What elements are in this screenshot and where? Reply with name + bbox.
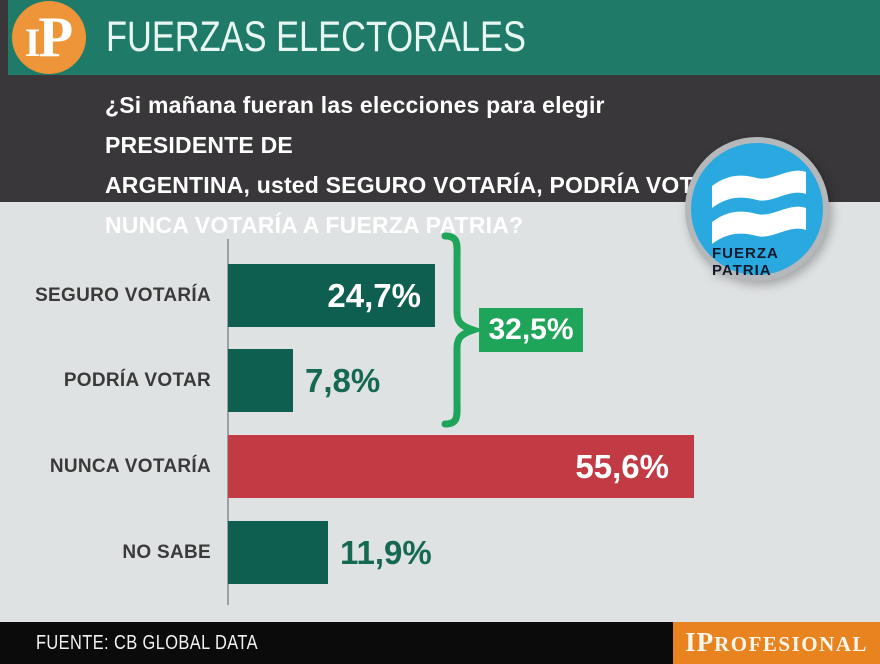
ip-logo-letter-p: P	[38, 6, 74, 69]
grouping-brace-icon	[441, 232, 484, 428]
survey-question-line: NUNCA VOTARÍA A FUERZA PATRIA?	[105, 212, 524, 238]
survey-question-line: ARGENTINA, usted SEGURO VOTARÍA, PODRÍA …	[105, 172, 751, 198]
page-title: FUERZAS ELECTORALES	[106, 13, 526, 61]
bar-label: NUNCA VOTARÍA	[49, 455, 211, 477]
survey-question-line: ¿Si mañana fueran las elecciones para el…	[105, 92, 605, 158]
bar-label: PODRÍA VOTAR	[63, 369, 211, 391]
bar-value: 24,7%	[327, 276, 421, 314]
brand-small-letters: ROFESIONAL	[714, 632, 868, 656]
flag-stripe-icon	[712, 206, 806, 244]
bar-label: SEGURO VOTARÍA	[35, 284, 211, 306]
bar-no-sabe: 11,9%	[228, 521, 432, 584]
survey-question: ¿Si mañana fueran las elecciones para el…	[105, 85, 755, 245]
group-total-value: 32,5%	[488, 313, 574, 346]
bar-seguro-votaria: 24,7%	[228, 264, 435, 327]
brand-large-letters: IP	[685, 627, 715, 657]
badge-label-line1: FUERZA	[712, 245, 779, 262]
bar-value: 7,8%	[305, 361, 381, 399]
bar-value: 55,6%	[575, 447, 669, 485]
bar-row-podria-votar: PODRÍA VOTAR 7,8%	[0, 349, 880, 412]
group-total-box: 32,5%	[479, 308, 583, 352]
bar-row-nunca-votaria: NUNCA VOTARÍA 55,6%	[0, 435, 880, 498]
bar-nunca-votaria: 55,6%	[228, 435, 694, 498]
bar-row-seguro-votaria: SEGURO VOTARÍA 24,7%	[0, 264, 880, 327]
source-text: FUENTE: CB GLOBAL DATA	[36, 631, 258, 654]
flag-stripe-icon	[712, 170, 806, 208]
badge-label-line2: PATRIA	[712, 262, 772, 279]
bar-value: 11,9%	[340, 533, 432, 571]
iprofesional-brand: IP ROFESIONAL	[673, 622, 880, 664]
bar-label: NO SABE	[122, 541, 211, 563]
bar-podria-votar: 7,8%	[228, 349, 380, 412]
chart-axis-line	[227, 239, 229, 605]
brace-path	[441, 232, 484, 428]
ip-logo-letter-i: I	[24, 20, 41, 65]
header-bar	[8, 0, 880, 75]
fuerza-patria-badge: FUERZA PATRIA	[685, 137, 829, 281]
bar-row-no-sabe: NO SABE 11,9%	[0, 521, 880, 584]
